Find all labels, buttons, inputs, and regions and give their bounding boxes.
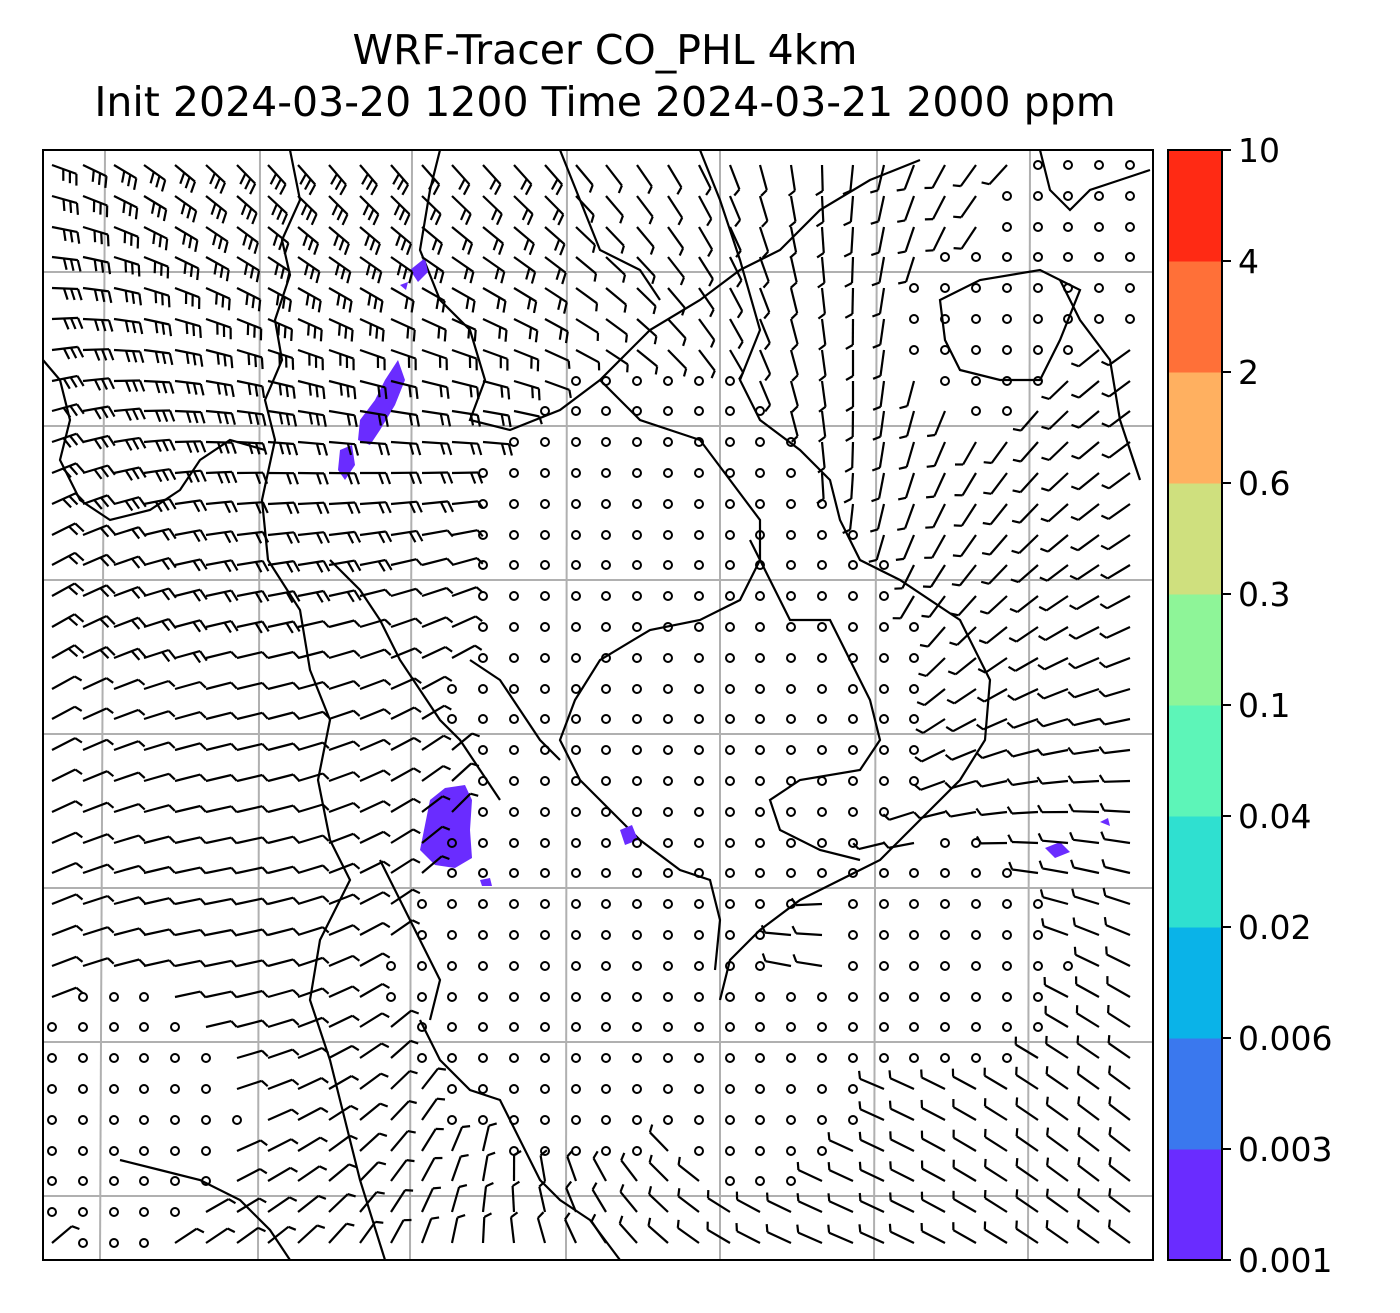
colorbar-block [1168, 261, 1222, 373]
title-line-2: Init 2024-03-20 1200 Time 2024-03-21 200… [94, 78, 1116, 126]
map-frame [42, 149, 1154, 1261]
coastline-path [749, 539, 882, 862]
chart-title: WRF-Tracer CO_PHL 4km Init 2024-03-20 12… [0, 24, 1210, 128]
colorbar-tick-label: 2 [1238, 353, 1259, 392]
colorbar-tick-label: 0.3 [1238, 575, 1290, 614]
colorbar-tick-label: 0.001 [1238, 1241, 1332, 1280]
coastline-path [260, 150, 387, 1260]
colorbar-block [1168, 816, 1222, 928]
colorbar-ticks: 0.001 0.003 0.006 0.02 0.04 0.1 0.3 0.6 2 4 10 [1222, 131, 1332, 1280]
coastline-path [698, 150, 992, 1001]
colorbar-tick-label: 0.6 [1238, 464, 1290, 503]
colorbar-tick-label: 10 [1238, 131, 1280, 170]
colorbar-tick-label: 0.02 [1238, 908, 1311, 947]
colorbar-block [1168, 705, 1222, 817]
colorbar-tick-label: 0.006 [1238, 1019, 1332, 1058]
tracer-patch [1045, 842, 1070, 858]
coastline-path [379, 859, 442, 1021]
colorbar-block [1168, 150, 1222, 262]
tracer-patch [1100, 818, 1110, 826]
coastline-path [329, 559, 501, 801]
colorbar-block [1168, 594, 1222, 706]
coastline-path [558, 150, 661, 301]
colorbar-block [1168, 372, 1222, 484]
coastline-path [558, 379, 762, 971]
coastline-path [419, 1019, 621, 1260]
wind-barbs [47, 160, 1135, 1248]
tracer-patch [410, 258, 428, 282]
colorbar-block [1168, 927, 1222, 1039]
colorbar-block [1168, 1038, 1222, 1150]
lat-lon-grid [43, 150, 1153, 1260]
colorbar-block [1168, 483, 1222, 595]
coastline-path [1038, 150, 1151, 212]
coastline-path [1059, 279, 1142, 481]
colorbar-blocks [1168, 150, 1222, 1261]
colorbar-tick-label: 4 [1238, 242, 1259, 281]
colorbar-tick-label: 0.04 [1238, 797, 1311, 836]
colorbar-tick-label: 0.1 [1238, 686, 1290, 725]
coastline-path [938, 268, 1082, 382]
title-line-1: WRF-Tracer CO_PHL 4km [352, 26, 858, 74]
colorbar-block [1168, 1149, 1222, 1261]
colorbar-tick-label: 0.003 [1238, 1130, 1332, 1169]
tracer-patch [400, 282, 408, 290]
tracer-patch [480, 878, 492, 886]
coastline-path [119, 1158, 291, 1260]
